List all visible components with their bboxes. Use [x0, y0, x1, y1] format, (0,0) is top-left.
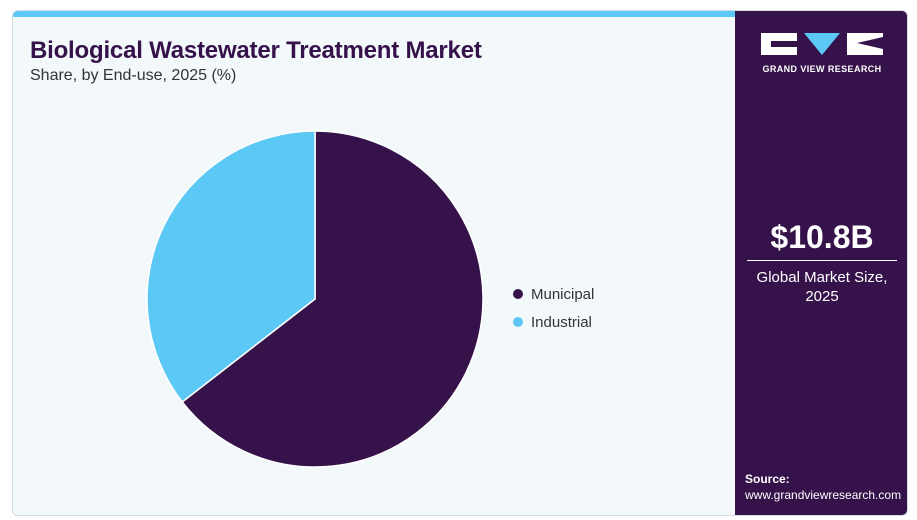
source-label: Source: — [745, 472, 790, 486]
source-url: www.grandviewresearch.com — [745, 488, 902, 502]
chart-panel: Biological Wastewater Treatment Market S… — [13, 17, 735, 515]
pie-slice-municipal — [181, 130, 484, 468]
legend-swatch-industrial — [513, 317, 523, 327]
chart-legend: Municipal Industrial — [513, 280, 594, 336]
chart-card: Biological Wastewater Treatment Market S… — [12, 10, 908, 516]
legend-swatch-municipal — [513, 289, 523, 299]
chart-subtitle: Share, by End-use, 2025 (%) — [30, 67, 237, 84]
gvr-logo-icon — [761, 33, 883, 55]
brand-logo: GRAND VIEW RESEARCH — [759, 33, 885, 83]
market-size-label: Global Market Size, 2025 — [756, 269, 888, 305]
accent-bar — [13, 11, 735, 17]
legend-item-industrial: Industrial — [513, 308, 594, 336]
pie-chart — [146, 130, 484, 468]
pie-slice-industrial — [146, 130, 316, 404]
legend-label-industrial: Industrial — [531, 313, 592, 331]
divider — [747, 260, 897, 261]
legend-label-municipal: Municipal — [531, 285, 595, 303]
brand-name: GRAND VIEW RESEARCH — [762, 64, 882, 74]
sidebar-panel: GRAND VIEW RESEARCH $10.8B Global Market… — [735, 11, 907, 515]
legend-item-municipal: Municipal — [513, 280, 594, 308]
market-size-value: $10.8B — [770, 219, 874, 255]
chart-title: Biological Wastewater Treatment Market — [30, 37, 482, 64]
